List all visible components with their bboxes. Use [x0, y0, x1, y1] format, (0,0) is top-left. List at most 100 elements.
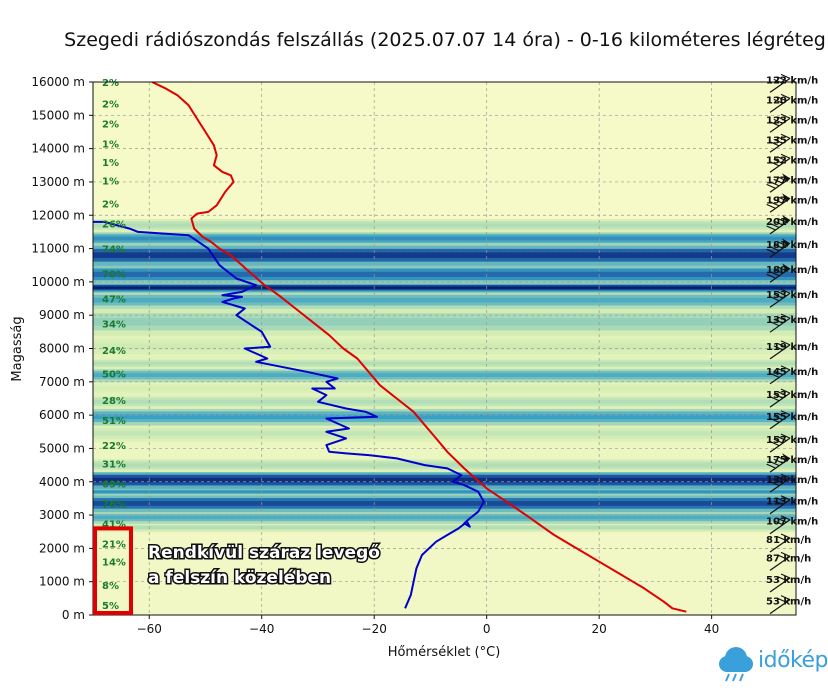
- grid: [93, 82, 796, 615]
- wind-barb-feather: [769, 141, 780, 147]
- wind-barb-staff: [769, 137, 791, 153]
- humidity-label: 14%: [102, 558, 126, 569]
- wind-barb-feather: [773, 458, 784, 464]
- temperature-line: [151, 82, 687, 613]
- wind-barb-staff: [769, 292, 791, 308]
- wind-barb-feather: [769, 296, 780, 302]
- y-tick-label: 11000 m: [31, 242, 85, 256]
- humidity-band-peak: [93, 515, 796, 520]
- wind-barb-feather: [777, 76, 787, 82]
- wind-barb-staff: [769, 599, 791, 615]
- humidity-band-peak: [93, 463, 796, 467]
- humidity-band-peak: [93, 223, 796, 228]
- humidity-band-peak: [93, 501, 796, 506]
- x-tick-label: 40: [704, 622, 719, 636]
- wind-barb-feather: [780, 388, 791, 394]
- y-axis: 0 m 1000 m 2000 m 3000 m 4000 m 5000 m 6000 m 7…: [31, 75, 93, 622]
- humidity-label: 1%: [102, 176, 119, 187]
- humidity-label: 2%: [102, 120, 119, 131]
- wind-barb-feather: [769, 372, 780, 378]
- humidity-label: 5%: [102, 601, 119, 612]
- wind-barb-feather: [773, 293, 784, 299]
- x-tick-label: −60: [137, 622, 162, 636]
- wind-speed-label: 53 km/h: [766, 597, 811, 608]
- humidity-band-peak: [93, 386, 796, 391]
- wind-barb-feather: [780, 288, 791, 294]
- wind-barb-feather: [780, 515, 791, 521]
- wind-speed-label: 201 km/h: [766, 217, 818, 228]
- humidity-label: 74%: [102, 245, 126, 256]
- wind-barb-feather: [773, 158, 784, 164]
- wind-barb-feather: [766, 225, 776, 231]
- y-tick-label: 12000 m: [31, 208, 85, 222]
- humidity-label: 28%: [102, 396, 126, 407]
- wind-barb-feather: [780, 551, 791, 557]
- wind-barb-feather: [777, 196, 787, 202]
- wind-barb-flag: [782, 193, 790, 203]
- humidity-band-peak: [93, 271, 796, 277]
- humidity-label: 2%: [102, 200, 119, 211]
- wind-speed-label: 123 km/h: [766, 115, 818, 126]
- wind-barb-feather: [769, 161, 780, 167]
- y-axis-label: Magasság: [10, 316, 25, 381]
- wind-barb-feather: [777, 436, 787, 442]
- x-axis-label: Hőmérséklet (°C): [388, 645, 501, 660]
- wind-barb-staff: [769, 499, 791, 515]
- wind-barb-feather: [777, 476, 787, 482]
- wind-barb-feather: [773, 78, 784, 84]
- y-tick-label: 0 m: [62, 608, 85, 622]
- wind-barb-feather: [777, 367, 787, 373]
- wind-barb-feather: [780, 533, 791, 539]
- series-lines: [93, 82, 687, 613]
- wind-barb-staff: [769, 477, 791, 493]
- wind-barb-feather: [773, 345, 784, 351]
- wind-barb-feather: [777, 497, 787, 503]
- wind-barb-feather: [777, 412, 787, 418]
- humidity-band-peak: [93, 399, 796, 404]
- humidity-label: 8%: [102, 581, 119, 592]
- wind-barb-feather: [780, 365, 791, 371]
- wind-barb-feather: [773, 138, 784, 144]
- logo-text: időkép: [758, 648, 828, 673]
- humidity-band-peak: [93, 318, 796, 326]
- humidity-band: [93, 82, 796, 220]
- wind-barb-feather: [780, 340, 791, 346]
- y-tick-label: 3000 m: [39, 508, 85, 522]
- wind-barb-feather: [773, 243, 784, 249]
- wind-barb-staff: [769, 437, 791, 453]
- idokep-logo: időkép: [716, 644, 828, 684]
- wind-barb-staff: [769, 97, 791, 113]
- wind-barb-feather: [773, 478, 784, 484]
- wind-barb-feather: [780, 433, 791, 439]
- x-tick-label: −40: [249, 622, 274, 636]
- wind-barb-flag: [782, 453, 790, 463]
- wind-barb-feather: [773, 220, 784, 226]
- wind-barb-flag: [782, 173, 790, 183]
- wind-barb-feather: [773, 500, 784, 506]
- wind-speed-label: 197 km/h: [766, 195, 818, 206]
- x-axis: −60 −40 −20 0 20 40: [137, 615, 719, 636]
- wind-barb-flag: [782, 263, 790, 273]
- wind-speed-label: 153 km/h: [766, 390, 818, 401]
- wind-barb-feather: [773, 438, 784, 444]
- wind-barb-feather: [780, 473, 791, 479]
- wind-speed-label: 145 km/h: [766, 367, 818, 378]
- humidity-label: 21%: [102, 539, 126, 550]
- wind-speed-label: 113 km/h: [766, 497, 818, 508]
- humidity-label: 41%: [102, 519, 126, 530]
- wind-speed-label: 153 km/h: [766, 290, 818, 301]
- humidity-label: 2%: [102, 100, 119, 111]
- humidity-label: 26%: [102, 220, 126, 231]
- humidity-band-peak: [93, 414, 796, 420]
- wind-barb-feather: [773, 178, 784, 184]
- humidity-band-peak: [93, 252, 796, 259]
- wind-barb-flag: [782, 214, 790, 224]
- dewpoint-line: [93, 220, 485, 609]
- wind-barb-feather: [777, 136, 787, 142]
- y-tick-label: 6000 m: [39, 408, 85, 422]
- wind-barb-feather: [773, 198, 784, 204]
- y-tick-label: 5000 m: [39, 441, 85, 455]
- wind-barb-feather: [777, 116, 787, 122]
- y-tick-label: 2000 m: [39, 541, 85, 555]
